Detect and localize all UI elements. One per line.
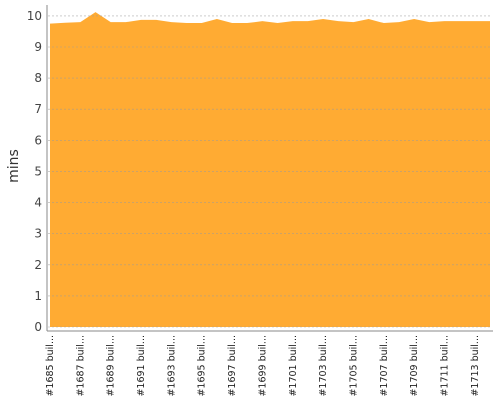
x-tick-label: #1713 buil... [470, 335, 481, 397]
y-tick-label: 7 [34, 102, 42, 116]
x-tick-label: #1699 buil... [257, 335, 268, 397]
x-tick-label: #1691 buil... [136, 335, 147, 397]
x-tick-label: #1705 buil... [348, 335, 359, 397]
y-tick-label: 3 [34, 227, 42, 241]
x-tick-label: #1693 buil... [166, 335, 177, 397]
x-tick-label: #1711 buil... [439, 335, 450, 397]
y-tick-label: 6 [34, 133, 42, 147]
y-tick-label: 9 [34, 40, 42, 54]
y-tick-label: 5 [34, 164, 42, 178]
y-tick-label: 0 [34, 320, 42, 334]
y-tick-label: 2 [34, 258, 42, 272]
x-tick-label: #1685 buil... [45, 335, 56, 397]
x-tick-label: #1709 buil... [409, 335, 420, 397]
x-tick-label: #1689 buil... [106, 335, 117, 397]
y-tick-label: 8 [34, 71, 42, 85]
y-tick-label: 10 [27, 9, 42, 23]
x-tick-label: #1697 buil... [227, 335, 238, 397]
x-tick-label: #1701 buil... [288, 335, 299, 397]
x-tick-label: #1695 buil... [197, 335, 208, 397]
y-tick-label: 1 [34, 289, 42, 303]
y-tick-label: 4 [34, 196, 42, 210]
x-tick-label: #1703 buil... [318, 335, 329, 397]
area [50, 12, 490, 328]
y-axis-label: mins [6, 149, 22, 183]
x-tick-label: #1707 buil... [379, 335, 390, 397]
x-tick-label: #1687 buil... [75, 335, 86, 397]
